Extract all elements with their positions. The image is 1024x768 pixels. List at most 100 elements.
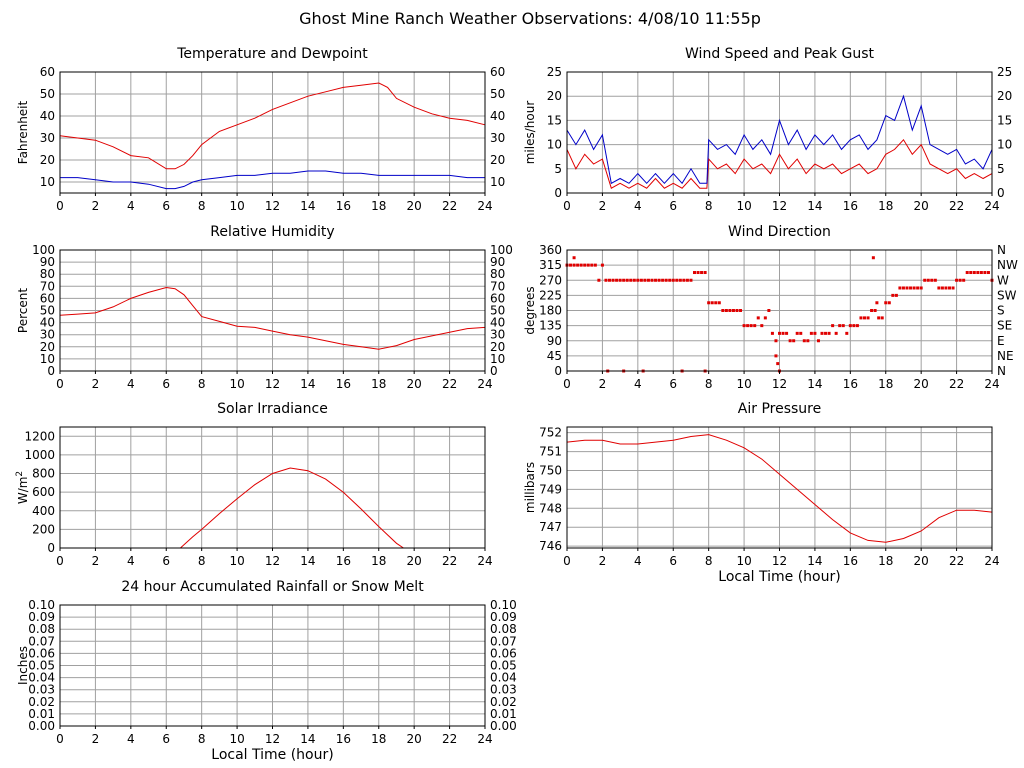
data-point [753, 324, 757, 328]
data-point [646, 278, 650, 282]
data-point [880, 316, 884, 320]
x-tick-label: 16 [336, 554, 351, 568]
data-point [884, 301, 888, 305]
right-tick-label: 10 [490, 352, 505, 366]
data-point [841, 324, 845, 328]
x-tick-label: 24 [984, 199, 999, 213]
data-point [813, 331, 817, 335]
right-tick-label: 0.05 [490, 659, 517, 673]
y-tick-label: 315 [539, 258, 562, 272]
data-point [930, 278, 934, 282]
data-point [802, 339, 806, 343]
chart-title: 24 hour Accumulated Rainfall or Snow Mel… [121, 579, 424, 595]
x-tick-label: 16 [843, 199, 858, 213]
data-point [923, 278, 927, 282]
data-point [891, 293, 895, 297]
chart-title: Air Pressure [738, 401, 821, 417]
x-tick-label: 8 [705, 377, 713, 391]
data-point [877, 316, 881, 320]
data-point [788, 339, 792, 343]
data-point [898, 286, 902, 290]
right-tick-label: W [997, 273, 1009, 287]
data-point [778, 331, 781, 335]
right-tick-label: 0.00 [490, 719, 517, 733]
y-axis-label: degrees [523, 286, 537, 334]
data-point [831, 324, 835, 328]
data-point [887, 301, 891, 305]
x-tick-label: 8 [198, 554, 206, 568]
x-tick-label: 4 [127, 377, 135, 391]
y-tick-label: 746 [539, 539, 562, 553]
right-tick-label: 0.03 [490, 683, 517, 697]
right-tick-label: 0 [997, 186, 1005, 200]
x-tick-label: 12 [772, 199, 787, 213]
chart-title: Relative Humidity [210, 224, 334, 240]
data-point [622, 278, 626, 282]
y-tick-label: 0.01 [28, 707, 55, 721]
x-tick-label: 16 [336, 732, 351, 746]
y-tick-label: 0 [554, 186, 562, 200]
right-tick-label: 40 [490, 316, 505, 330]
y-tick-label: 40 [40, 316, 55, 330]
data-point [668, 278, 672, 282]
data-point [654, 278, 658, 282]
y-tick-label: 180 [539, 304, 562, 318]
right-tick-label: 15 [997, 113, 1012, 127]
y-tick-label: 45 [547, 349, 562, 363]
right-tick-label: 0.10 [490, 598, 517, 612]
page-title: Ghost Mine Ranch Weather Observations: 4… [299, 9, 761, 28]
data-point [979, 271, 983, 275]
x-tick-label: 10 [229, 732, 244, 746]
data-point [583, 263, 587, 267]
data-point [838, 324, 842, 328]
data-point [871, 256, 875, 260]
right-tick-label: S [997, 304, 1005, 318]
right-tick-label: 50 [490, 304, 505, 318]
right-tick-label: 70 [490, 279, 505, 293]
series-line-0 [59, 82, 486, 170]
data-point [933, 278, 937, 282]
right-tick-label: 0.02 [490, 695, 517, 709]
y-tick-label: 270 [539, 273, 562, 287]
x-tick-label: 22 [442, 199, 457, 213]
y-axis-label-text: Percent [16, 288, 30, 333]
y-tick-label: 80 [40, 267, 55, 281]
data-point [774, 339, 778, 343]
data-point [799, 331, 803, 335]
data-point [731, 309, 735, 312]
data-point [639, 278, 643, 282]
data-point [776, 362, 780, 366]
data-point [951, 286, 955, 290]
data-point [625, 278, 629, 282]
right-tick-label: 0.06 [490, 646, 517, 660]
chart-title: Wind Speed and Peak Gust [685, 46, 874, 62]
x-tick-label: 22 [442, 554, 457, 568]
x-tick-label: 0 [56, 377, 64, 391]
data-point [824, 331, 828, 335]
x-tick-label: 16 [843, 554, 858, 568]
series-line-0 [566, 434, 993, 543]
data-point [919, 286, 923, 290]
y-tick-label: 20 [40, 153, 55, 167]
data-point [820, 331, 824, 335]
x-tick-label: 24 [477, 554, 492, 568]
x-tick-label: 14 [300, 199, 315, 213]
data-point [873, 309, 877, 312]
x-tick-label: 18 [371, 377, 386, 391]
x-tick-label: 4 [634, 199, 642, 213]
y-tick-label: 0.08 [28, 622, 55, 636]
x-tick-label: 18 [878, 554, 893, 568]
y-tick-label: 752 [539, 426, 562, 440]
data-point [859, 316, 863, 320]
right-tick-label: 30 [490, 328, 505, 342]
right-tick-label: 60 [490, 291, 505, 305]
y-tick-label: 747 [539, 520, 562, 534]
data-point [894, 293, 898, 297]
x-tick-label: 0 [56, 199, 64, 213]
data-point [650, 278, 654, 282]
data-point [661, 278, 665, 282]
data-point [742, 324, 746, 328]
x-tick-label: 2 [599, 199, 607, 213]
data-point [958, 278, 962, 282]
x-tick-label: 16 [843, 377, 858, 391]
